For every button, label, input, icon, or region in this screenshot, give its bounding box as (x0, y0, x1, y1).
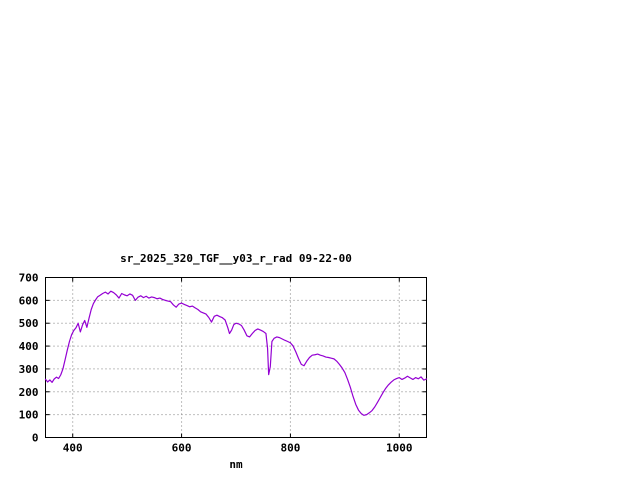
plot-border-rect (45, 277, 427, 438)
spectrum-curve (44, 290, 428, 416)
chart-title: sr_2025_320_TGF__y03_r_rad 09-22-00 (120, 252, 352, 265)
x-tick-label: 600 (172, 442, 192, 455)
y-tick-label: 400 (19, 340, 39, 353)
plot-border (45, 277, 427, 438)
x-tick-label: 1000 (386, 442, 413, 455)
grid-lines (45, 277, 427, 438)
tick-labels: 400 600 800 1000 0 100 200 300 400 500 600 700 (19, 272, 413, 455)
y-tick-label: 500 (19, 317, 39, 330)
x-tick-label: 400 (63, 442, 83, 455)
y-tick-label: 200 (19, 386, 39, 399)
spectrum-line (44, 290, 428, 416)
y-tick-label: 0 (32, 432, 39, 445)
y-tick-label: 300 (19, 363, 39, 376)
x-axis-label: nm (229, 458, 243, 471)
y-tick-label: 100 (19, 409, 39, 422)
y-tick-label: 700 (19, 272, 39, 285)
x-tick-label: 800 (280, 442, 300, 455)
y-tick-label: 600 (19, 294, 39, 307)
